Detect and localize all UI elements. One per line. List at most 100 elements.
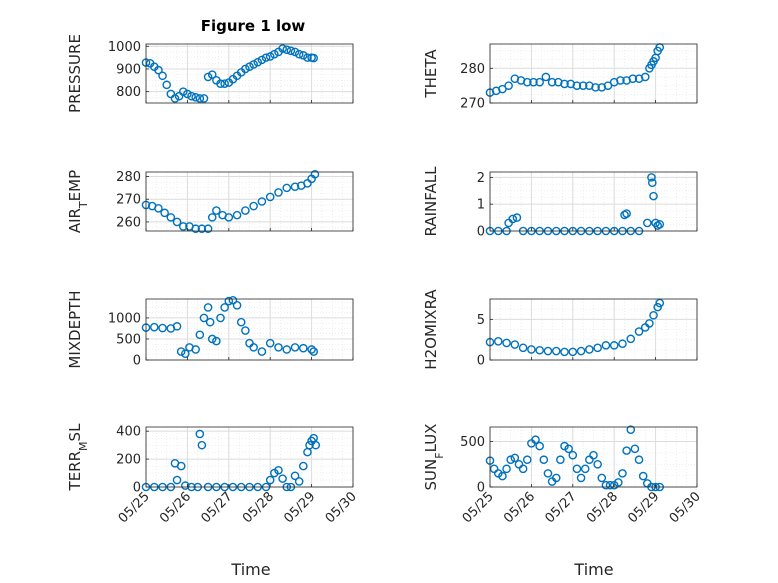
data-point [290, 343, 300, 352]
data-point [605, 480, 615, 490]
y-tick-label: 400 [116, 425, 141, 440]
data-point [628, 74, 638, 84]
data-point [622, 209, 631, 218]
data-point [547, 77, 557, 87]
data-point [249, 343, 258, 352]
data-point [630, 444, 640, 454]
y-tick-label: 280 [460, 62, 485, 77]
data-point [518, 343, 528, 353]
data-point [589, 450, 598, 460]
data-point [249, 60, 258, 69]
data-point [541, 72, 551, 82]
x-tick-label: 05/26 [501, 489, 538, 526]
x-tick-label: 05/27 [543, 489, 580, 526]
axes-background [490, 44, 697, 103]
y-axis-label: AIRTEMP [66, 170, 90, 233]
data-point [203, 303, 213, 312]
data-point [529, 77, 538, 87]
data-point [580, 464, 590, 474]
data-point [249, 201, 258, 211]
data-point [493, 336, 503, 346]
data-point [504, 81, 513, 90]
data-point [640, 72, 650, 82]
y-axis-label: PRESSURE [66, 34, 84, 113]
data-point [560, 347, 569, 357]
x-axis-label-right: Time [573, 560, 613, 579]
data-point [609, 341, 619, 350]
y-tick-label: 500 [460, 435, 485, 450]
subplot-1: 800 900 1000 PRESSURE [66, 34, 354, 113]
data-point [543, 469, 553, 478]
data-point [172, 322, 182, 331]
x-tick-label: 05/29 [281, 489, 318, 526]
data-point [241, 64, 250, 74]
y-tick-label: 1 [477, 198, 485, 213]
data-point [522, 455, 532, 465]
data-point [220, 79, 229, 89]
data-point [299, 51, 308, 60]
data-point [649, 310, 658, 320]
data-point [265, 192, 275, 202]
data-point [149, 322, 159, 332]
data-point [286, 46, 296, 56]
data-point [207, 213, 217, 222]
y-tick-label: 5 [477, 313, 485, 328]
data-point [257, 55, 267, 65]
data-point [274, 188, 283, 197]
data-point [294, 477, 304, 486]
data-point [518, 464, 528, 474]
data-point [158, 71, 167, 81]
y-axis-label: H2OMIXRA [422, 289, 440, 370]
data-point [510, 453, 520, 463]
data-point [290, 471, 300, 481]
data-point [618, 469, 627, 478]
y-tick-label: 500 [116, 332, 141, 347]
data-point [220, 303, 229, 312]
data-point [199, 313, 209, 323]
data-point [568, 347, 578, 357]
y-tick-label: 200 [116, 453, 141, 468]
data-point [535, 345, 544, 355]
y-tick-label: 270 [116, 193, 141, 208]
data-point [299, 343, 308, 353]
subplot-6: 0 5 H2OMIXRA [422, 289, 698, 370]
data-point [191, 93, 200, 102]
data-point [508, 214, 518, 224]
data-point [274, 465, 283, 475]
x-tick-label: 05/26 [157, 489, 194, 526]
y-tick-label: 1000 [108, 40, 141, 55]
data-point [176, 347, 186, 356]
data-point [556, 455, 565, 465]
data-point [187, 91, 196, 101]
data-point [578, 81, 588, 90]
data-point [647, 173, 656, 182]
y-axis-label: MIXDEPTH [66, 290, 84, 368]
data-point [183, 89, 192, 99]
data-point [502, 464, 511, 474]
data-point [299, 461, 308, 471]
y-tick-label: 0 [477, 354, 485, 369]
data-point [158, 323, 167, 333]
data-point [278, 44, 287, 53]
y-tick-label: 0 [133, 481, 141, 496]
data-point [311, 440, 321, 450]
x-tick-label: 05/28 [584, 489, 621, 526]
data-point [191, 345, 200, 354]
data-point [181, 481, 190, 490]
y-axis-label: TERRMSL [66, 423, 90, 492]
data-point [634, 327, 644, 336]
data-point [265, 475, 275, 485]
data-point [305, 440, 314, 450]
data-point [195, 330, 205, 340]
data-point [232, 210, 242, 220]
data-point [638, 471, 648, 481]
axes-frame [489, 43, 698, 104]
data-point [232, 301, 242, 310]
data-point [643, 218, 652, 228]
data-point [653, 221, 662, 230]
data-point [512, 213, 522, 222]
data-point [309, 53, 318, 63]
data-point [645, 319, 654, 328]
data-point [576, 473, 586, 483]
